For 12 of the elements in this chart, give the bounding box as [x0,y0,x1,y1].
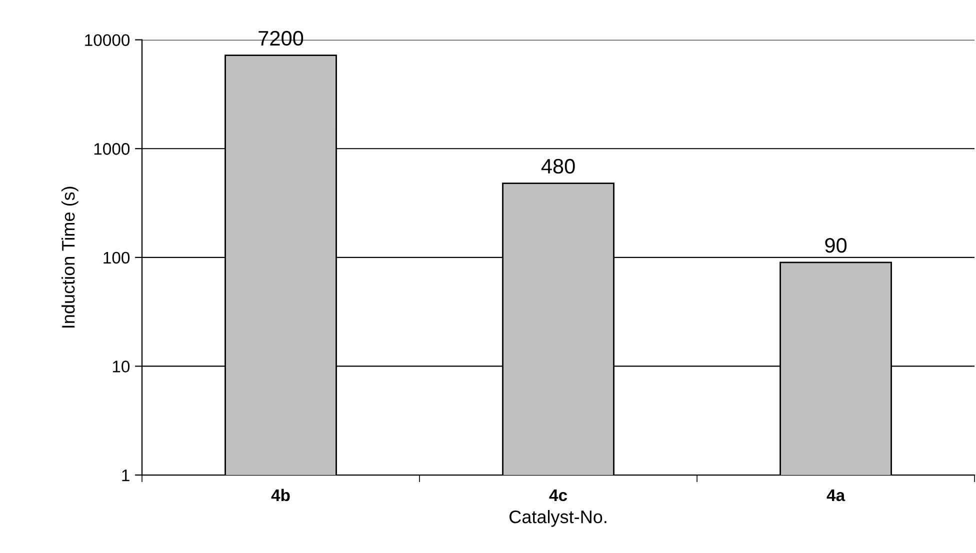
x-axis-title: Catalyst-No. [510,510,606,527]
x-tick-label: 4c [549,490,568,502]
y-tick-label: 10000 [85,34,130,46]
y-tick-label: 1 [122,470,130,482]
y-tick-label: 1000 [94,143,130,155]
data-label: 90 [825,238,847,253]
y-tick-label: 100 [104,252,130,264]
y-axis-title: Induction Time (s) [61,186,78,328]
x-tick-label: 4a [826,490,846,502]
x-tick-label: 4b [271,488,290,502]
y-tick-label: 10 [112,360,130,372]
data-label: 480 [541,158,575,174]
